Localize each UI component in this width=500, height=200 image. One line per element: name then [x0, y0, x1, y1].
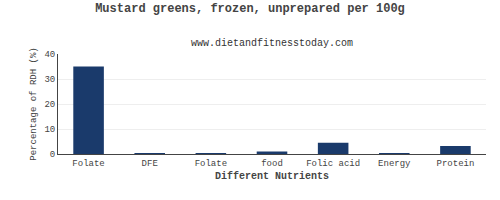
svg-text:Folate: Folate [72, 159, 104, 169]
svg-text:0: 0 [50, 150, 55, 160]
svg-text:10: 10 [44, 125, 55, 135]
svg-text:Folate: Folate [195, 159, 227, 169]
svg-text:Percentage of RDH (%): Percentage of RDH (%) [29, 47, 39, 160]
svg-text:20: 20 [44, 100, 55, 110]
svg-text:Energy: Energy [378, 159, 411, 169]
svg-text:www.dietandfitnesstoday.com: www.dietandfitnesstoday.com [191, 38, 353, 49]
svg-text:Folic acid: Folic acid [306, 159, 360, 169]
svg-text:Mustard greens, frozen, unprep: Mustard greens, frozen, unprepared per 1… [95, 2, 405, 16]
svg-text:DFE: DFE [142, 159, 158, 169]
svg-text:Protein: Protein [437, 159, 475, 169]
svg-text:Different Nutrients: Different Nutrients [215, 171, 329, 182]
svg-text:food: food [261, 159, 283, 169]
svg-text:30: 30 [44, 75, 55, 85]
svg-text:40: 40 [44, 50, 55, 60]
